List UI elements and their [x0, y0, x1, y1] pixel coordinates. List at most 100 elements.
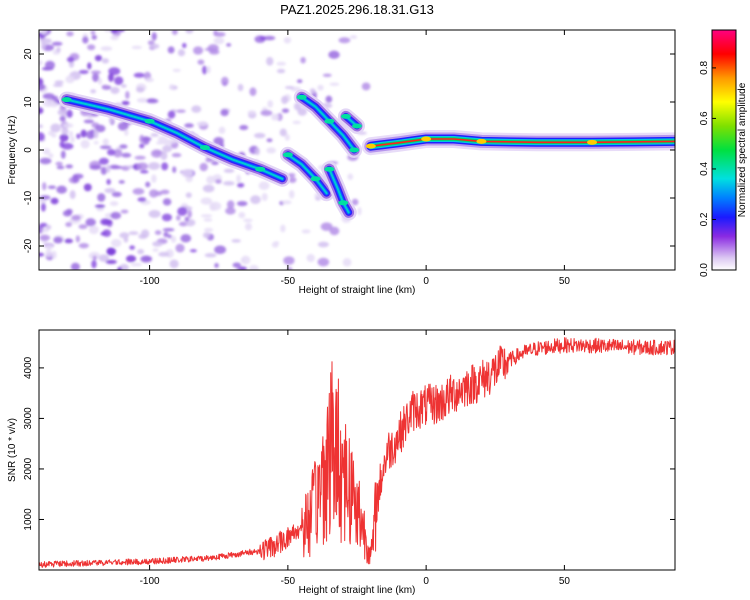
snr-plot-area — [39, 330, 675, 570]
lower-branch-band — [328, 168, 350, 214]
noise-blob — [248, 265, 259, 270]
noise-blob — [240, 258, 246, 262]
noise-blob — [104, 188, 116, 194]
noise-blob — [211, 161, 219, 166]
noise-blob — [187, 209, 192, 219]
noise-blob — [109, 201, 119, 206]
noise-blob — [109, 164, 120, 170]
noise-blob — [52, 83, 64, 87]
noise-blob — [100, 218, 111, 226]
colorbar-label: Normalized spectral amplitude — [737, 82, 748, 217]
noise-blob — [329, 82, 340, 86]
spectrogram-x-tick-label: -100 — [140, 276, 160, 287]
noise-blob — [260, 110, 273, 116]
noise-blob — [64, 238, 74, 244]
noise-blob — [90, 30, 96, 35]
noise-blob — [193, 46, 204, 55]
noise-blob — [108, 73, 114, 82]
noise-blob — [204, 47, 217, 52]
noise-blob — [266, 138, 273, 143]
noise-blob — [244, 222, 253, 231]
snr-y-tick-label: 3000 — [23, 407, 34, 430]
noise-blob — [325, 95, 333, 103]
noise-blob — [206, 175, 215, 185]
noise-blob — [70, 262, 80, 270]
noise-blob — [279, 128, 287, 137]
noise-blob — [86, 130, 95, 140]
noise-blob — [39, 222, 48, 228]
noise-blob — [65, 222, 72, 227]
spectrogram-x-label: Height of straight line (km) — [299, 285, 416, 296]
noise-blob — [101, 84, 109, 89]
noise-blob — [121, 152, 132, 158]
noise-blob — [146, 98, 159, 104]
noise-blob — [136, 162, 149, 171]
lower-branch-hotspot — [324, 166, 335, 172]
main-ridge-hotspot — [199, 145, 210, 151]
noise-blob — [119, 232, 130, 239]
noise-blob — [357, 206, 362, 216]
noise-blob — [59, 140, 65, 148]
noise-blob — [152, 248, 159, 252]
noise-blob — [322, 73, 332, 78]
noise-blob — [306, 254, 315, 263]
noise-blob — [39, 107, 44, 115]
noise-blob — [338, 37, 351, 44]
colorbar — [711, 29, 737, 271]
noise-blob — [175, 243, 185, 253]
noise-blob — [148, 162, 160, 170]
steady-tone-hotspot — [421, 136, 432, 142]
noise-blob — [221, 76, 229, 86]
noise-blob — [231, 239, 241, 243]
noise-blob — [78, 242, 89, 249]
noise-blob — [237, 83, 244, 92]
noise-blob — [54, 80, 64, 85]
noise-blob — [266, 147, 276, 154]
noise-blob — [152, 241, 163, 247]
noise-blob — [47, 130, 54, 136]
noise-blob — [185, 30, 194, 34]
snr-x-tick-label: -100 — [140, 576, 160, 587]
noise-blob — [202, 232, 211, 239]
noise-blob — [259, 35, 266, 41]
noise-blob — [158, 251, 170, 257]
noise-blob — [261, 192, 268, 202]
noise-blob — [200, 214, 213, 218]
noise-blob — [106, 247, 116, 256]
noise-blob — [83, 183, 92, 192]
noise-blob — [276, 68, 286, 74]
noise-blob — [292, 120, 301, 125]
noise-blob — [167, 234, 172, 239]
noise-blob — [120, 84, 127, 88]
noise-blob — [50, 123, 61, 133]
noise-blob — [39, 132, 45, 141]
snr-x-ticks: -100 -50 0 50 — [140, 330, 570, 587]
noise-blob — [55, 161, 63, 166]
noise-blob — [93, 141, 99, 145]
noise-blob — [218, 126, 226, 134]
noise-blob — [56, 46, 61, 53]
noise-blob — [56, 165, 65, 170]
noise-blob — [91, 34, 97, 40]
noise-blob — [288, 189, 295, 199]
noise-blob — [83, 119, 94, 124]
noise-blob — [284, 133, 290, 141]
noise-blob — [101, 58, 109, 64]
snr-y-tick-label: 4000 — [23, 356, 34, 379]
noise-blob — [110, 211, 122, 220]
noise-blob — [328, 50, 340, 59]
noise-blob — [43, 148, 51, 155]
noise-blob — [117, 266, 122, 270]
noise-blob — [78, 224, 88, 230]
noise-blob — [177, 206, 188, 216]
noise-blob — [71, 214, 81, 221]
noise-blob — [39, 252, 45, 257]
noise-blob — [50, 101, 59, 108]
noise-blob — [151, 174, 157, 183]
noise-blob — [281, 95, 289, 105]
noise-blob — [140, 229, 150, 239]
noise-blob — [273, 241, 280, 245]
noise-blob — [238, 211, 246, 219]
noise-blob — [148, 210, 161, 218]
noise-blob — [149, 43, 160, 49]
